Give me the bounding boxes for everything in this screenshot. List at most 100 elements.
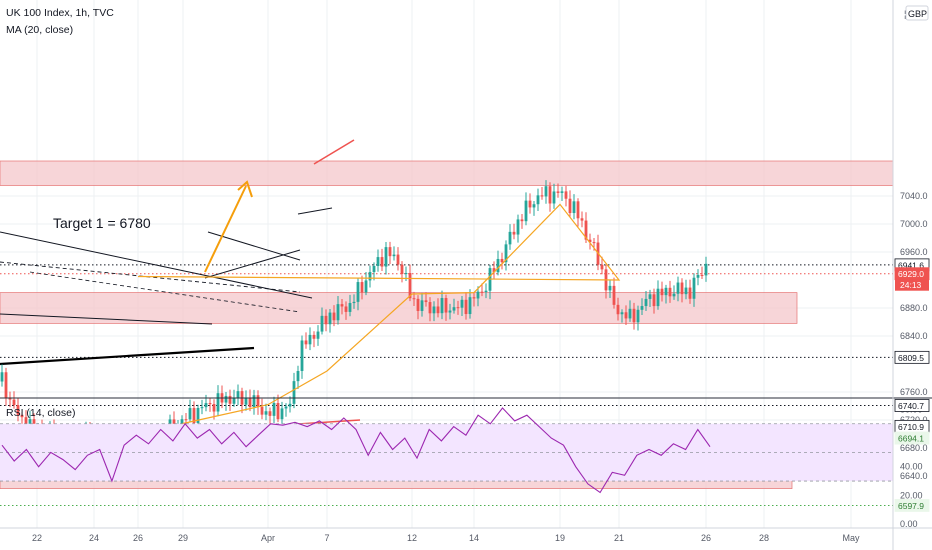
time-tick-label: 12 <box>407 533 417 543</box>
candle-body <box>612 285 616 305</box>
candle-body <box>356 282 360 302</box>
candle-body <box>504 244 508 263</box>
candle-body <box>324 315 328 325</box>
candle-body <box>296 370 300 382</box>
candle-body <box>620 312 624 315</box>
candle-body <box>696 274 700 278</box>
candle-body <box>388 247 392 257</box>
price-tick-label: 6840.0 <box>900 331 928 341</box>
projection-arrow <box>204 185 247 273</box>
candle-body <box>452 307 456 311</box>
candle-body <box>624 312 628 319</box>
candle-body <box>264 411 268 415</box>
candle-body <box>308 334 312 345</box>
candle-body <box>336 304 340 321</box>
rsi-tick-label: 40.00 <box>900 462 923 472</box>
candle-body <box>420 300 424 311</box>
price-level-tag <box>894 350 930 364</box>
time-tick-label: 19 <box>555 533 565 543</box>
target-annotation: Target 1 = 6780 <box>53 215 151 231</box>
candle-body <box>412 298 416 300</box>
price-level-value: 6809.5 <box>898 353 924 363</box>
candle-body <box>552 191 556 204</box>
candle-body <box>440 298 444 314</box>
candle-body <box>352 301 356 304</box>
candle-body <box>204 403 208 408</box>
candle-body <box>468 297 472 315</box>
trend-line <box>0 346 255 366</box>
candle-body <box>292 381 296 404</box>
price-tick-label: 6680.0 <box>900 443 928 453</box>
price-level-value: 6597.9 <box>898 501 924 511</box>
candle-body <box>668 287 672 297</box>
time-tick-label: 22 <box>32 533 42 543</box>
candle-body <box>632 308 636 323</box>
candle-body <box>544 186 548 197</box>
candle-body <box>480 291 484 293</box>
candle-body <box>532 204 536 208</box>
candle-body <box>460 299 464 308</box>
candle-body <box>196 408 200 424</box>
candle-body <box>580 218 584 221</box>
candle-body <box>700 274 704 276</box>
candle-body <box>364 280 368 293</box>
candle-body <box>328 312 332 325</box>
candle-body <box>656 288 660 307</box>
candle-body <box>684 287 688 295</box>
candle-body <box>416 298 420 311</box>
rsi-label: RSI (14, close) <box>6 407 75 419</box>
candle-body <box>484 290 488 293</box>
price-level-value: 6941.6 <box>898 260 924 270</box>
candle-body <box>644 298 648 307</box>
candle-body <box>332 312 336 321</box>
candle-body <box>464 299 468 315</box>
price-level-value: 6740.7 <box>898 401 924 411</box>
candle-body <box>500 258 504 263</box>
trend-line <box>207 231 301 261</box>
candle-body <box>348 303 352 312</box>
time-tick-label: 26 <box>701 533 711 543</box>
candle-body <box>508 231 512 245</box>
candle-body <box>456 307 460 309</box>
time-tick-label: 28 <box>759 533 769 543</box>
price-level-value: 6929.0 <box>898 269 924 279</box>
candle-body <box>228 395 232 404</box>
candle-body <box>208 403 212 405</box>
candle-body <box>316 331 320 339</box>
price-level-value: 6710.9 <box>898 422 924 432</box>
trend-line <box>297 419 361 425</box>
candle-body <box>272 403 276 416</box>
currency-label: GBP <box>908 9 927 19</box>
candle-body <box>376 257 380 266</box>
candle-body <box>248 397 252 407</box>
price-tick-label: 6960.0 <box>900 247 928 257</box>
candle-body <box>540 195 544 197</box>
candle-body <box>628 308 632 319</box>
candle-body <box>520 219 524 222</box>
projection-arrowhead <box>237 180 253 198</box>
candle-body <box>216 393 220 412</box>
candle-body <box>404 273 408 275</box>
candle-body <box>436 306 440 314</box>
candle-body <box>600 264 604 270</box>
rsi-line <box>1 407 711 494</box>
candle-body <box>0 372 4 382</box>
candle-body <box>320 315 324 332</box>
price-tick-label: 6640.0 <box>900 471 928 481</box>
candle-body <box>572 201 576 214</box>
candle-body <box>568 198 572 214</box>
candle-body <box>260 406 264 415</box>
rsi-tick-label: 0.00 <box>900 519 918 529</box>
candle-body <box>236 391 240 399</box>
candle-body <box>704 263 708 276</box>
rsi-tick-label: 20.00 <box>900 490 923 500</box>
candle-body <box>276 403 280 420</box>
candle-body <box>692 277 696 299</box>
candle-body <box>360 282 364 293</box>
candle-body <box>424 300 428 303</box>
price-level-value: 6694.1 <box>898 434 924 444</box>
currency-badge[interactable] <box>905 5 929 21</box>
candle-body <box>584 220 588 240</box>
